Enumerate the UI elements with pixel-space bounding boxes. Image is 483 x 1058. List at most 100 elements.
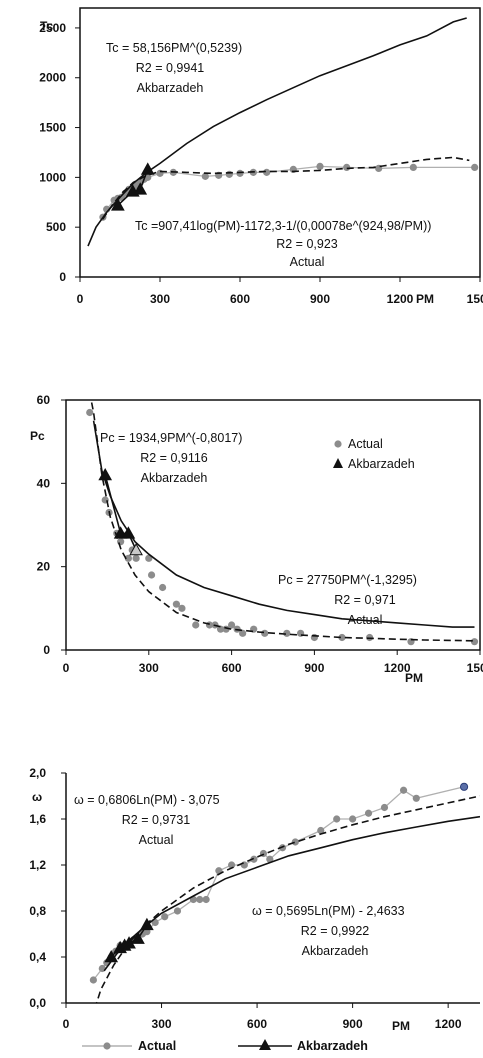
akbarzadeh-data-point: [131, 931, 145, 944]
series-solid-curve: [87, 17, 467, 247]
y-tick-label: 40: [37, 476, 51, 490]
legend-label: Actual: [138, 1039, 176, 1053]
legend-marker-triangle: [333, 458, 343, 468]
actual-data-point: [310, 633, 318, 642]
actual-data-point: [470, 638, 479, 646]
x-tick-label: 1200: [384, 661, 411, 675]
fit-annotation-line: ω = 0,6806Ln(PM) - 3,075: [74, 793, 220, 807]
series-akbarzadeh-triangles: [111, 162, 155, 211]
actual-data-point: [161, 913, 169, 921]
y-tick-label: 1500: [39, 121, 66, 135]
series-dashed-curve: [90, 400, 475, 642]
fit-annotation-line: R2 = 0,9941: [136, 61, 205, 75]
y-axis-title: ω: [32, 790, 42, 804]
akbarzadeh-data-point: [133, 182, 148, 195]
chart-panel-2: 0 300 600 900 1200 1500 0 20 40 60 Pc PM Pc = 1934,9…: [30, 393, 483, 685]
actual-data-point: [196, 895, 204, 904]
x-tick-label: 600: [222, 661, 242, 675]
series-dashed-curve: [102, 156, 470, 220]
x-axis-title: PM: [416, 292, 434, 306]
fit-annotation-line: Pc = 1934,9PM^(-0,8017): [100, 431, 242, 445]
y-tick-label: 1,2: [29, 858, 46, 872]
actual-data-point: [222, 625, 230, 633]
fit-annotation-line: Actual: [290, 255, 325, 269]
actual-data-point: [412, 794, 420, 802]
x-tick-label: 900: [304, 661, 324, 675]
actual-data-point: [89, 976, 97, 984]
fit-annotation-line: Actual: [348, 613, 383, 627]
actual-data-point: [201, 172, 209, 180]
x-tick-label: 300: [139, 661, 159, 675]
actual-data-point: [278, 844, 287, 852]
actual-data-point: [124, 554, 132, 562]
actual-data-point: [178, 604, 186, 612]
fit-annotation-line: Akbarzadeh: [141, 471, 208, 485]
y-tick-label: 0,8: [29, 904, 46, 918]
actual-data-point: [333, 815, 341, 823]
y-tick-label: 0: [43, 643, 50, 657]
fit-annotation-line: Akbarzadeh: [302, 944, 369, 958]
fit-annotation-line: Pc = 27750PM^(-1,3295): [278, 573, 417, 587]
actual-data-point: [409, 163, 417, 172]
series-actual-points: [99, 162, 479, 221]
series-solid-curve: [92, 420, 475, 628]
actual-data-point: [283, 629, 291, 637]
actual-data-point: [263, 168, 271, 176]
actual-data-point: [380, 803, 389, 812]
akbarzadeh-data-point: [111, 198, 125, 211]
x-tick-label: 1500: [467, 292, 483, 306]
fit-annotation-line: R2 = 0,923: [276, 237, 338, 251]
actual-data-point: [132, 554, 140, 562]
fit-annotation-line: ω = 0,5695Ln(PM) - 2,4633: [252, 904, 405, 918]
fit-annotation-line: Tc = 58,156PM^(0,5239): [106, 41, 242, 55]
y-tick-label: 60: [37, 393, 51, 407]
solid-fit-curve: [103, 815, 480, 972]
actual-data-point: [228, 621, 236, 629]
y-tick-label: 0: [59, 270, 66, 284]
fit-annotation-line: R2 = 0,9731: [122, 813, 191, 827]
plot-frame: [65, 399, 481, 651]
actual-data-point: [266, 855, 274, 863]
actual-data-point: [159, 583, 167, 592]
actual-data-point: [261, 629, 269, 637]
solid-fit-curve: [92, 420, 475, 628]
y-tick-label: 2,0: [29, 766, 46, 780]
solid-fit-curve: [87, 17, 467, 247]
y-tick-label: 2500: [39, 21, 66, 35]
actual-data-point: [86, 408, 94, 417]
legend: Actual Akbarzadeh: [82, 1039, 368, 1053]
fit-annotation-line: R2 = 0,9922: [301, 924, 370, 938]
actual-data-point: [338, 633, 346, 642]
actual-data-point: [364, 809, 373, 817]
x-tick-label: 1200: [435, 1017, 462, 1031]
actual-data-point: [239, 629, 247, 637]
legend-label: Akbarzadeh: [297, 1039, 368, 1053]
y-axis-title: Pc: [30, 429, 45, 443]
fit-annotation-line: Actual: [139, 833, 174, 847]
x-tick-label: 1500: [467, 661, 483, 675]
y-tick-label: 0,4: [29, 950, 46, 964]
actual-data-point: [471, 163, 479, 172]
x-tick-label: 1200: [387, 292, 414, 306]
plot-area: [86, 400, 479, 646]
actual-data-point: [291, 838, 299, 846]
chart-panel-1: 03006009001200150005001000150020002500Tc…: [39, 7, 483, 306]
legend-label: Akbarzadeh: [348, 457, 415, 471]
actual-data-point: [202, 895, 210, 904]
dashed-fit-curve: [102, 156, 470, 220]
fit-annotation-line: R2 = 0,9116: [140, 451, 208, 465]
chart-panel-3: 0 300 600 900 1200 0,0 0,4 0,8 1,2 1,6 2,0 ω PM ω = 0…: [29, 766, 480, 1053]
plot-area: [89, 782, 480, 1003]
actual-data-point: [459, 782, 469, 791]
y-tick-label: 2000: [39, 71, 66, 85]
actual-data-point: [349, 815, 357, 823]
y-tick-label: 20: [37, 560, 51, 574]
actual-data-point: [399, 786, 408, 794]
legend-label: Actual: [348, 437, 383, 451]
x-tick-label: 0: [63, 661, 70, 675]
x-tick-label: 300: [152, 1017, 172, 1031]
legend-marker-circle: [334, 440, 342, 448]
actual-data-point: [236, 169, 244, 177]
actual-data-point: [240, 861, 248, 869]
x-tick-label: 600: [247, 1017, 267, 1031]
